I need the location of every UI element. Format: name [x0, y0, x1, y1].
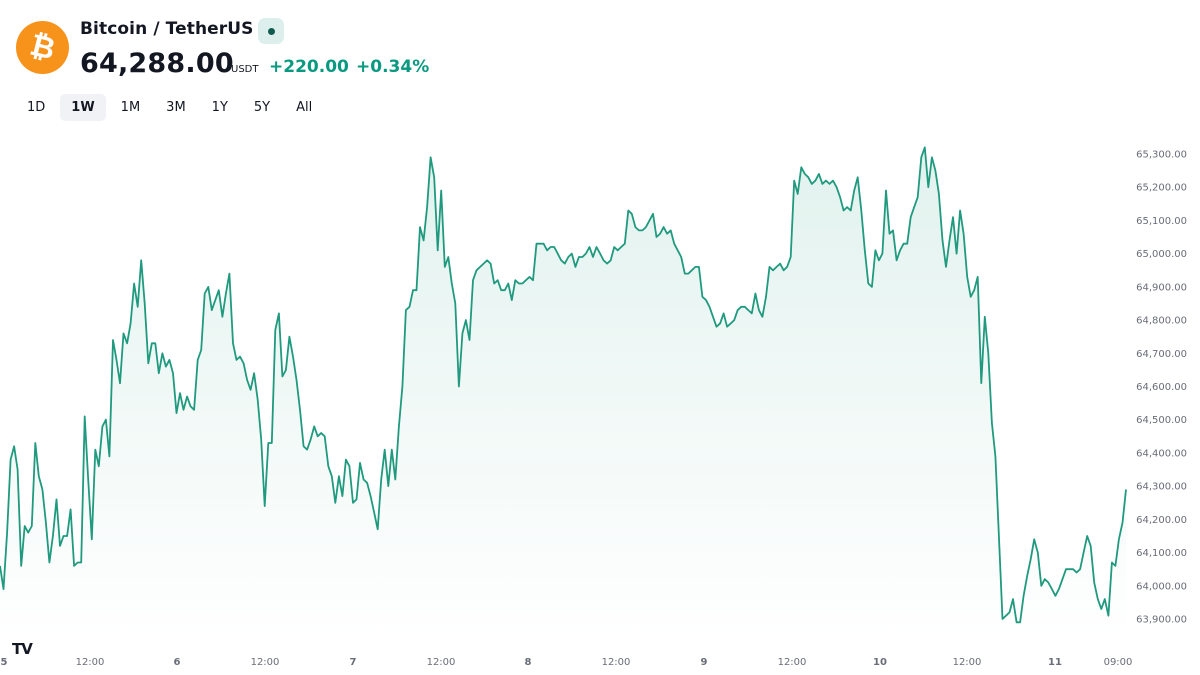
y-tick-label: 64,400.00: [1136, 448, 1187, 459]
y-tick-label: 64,000.00: [1136, 581, 1187, 592]
price-area-chart[interactable]: 63,900.00 64,000.00 64,100.00 64,200.00 64,3…: [0, 130, 1200, 675]
symbol-header: ₿ Bitcoin / TetherUS 64,288.00 USDT +220…: [0, 0, 1200, 90]
last-price: 64,288.00: [80, 48, 234, 79]
time-range-selector: 1D 1W 1M 3M 1Y 5Y All: [16, 94, 323, 121]
x-tick-label: 12:00: [778, 657, 807, 668]
x-tick-label: 10: [873, 657, 887, 668]
bitcoin-logo-icon: ₿: [16, 21, 69, 74]
range-tab-5y[interactable]: 5Y: [253, 100, 271, 115]
price-change-absolute: +220.00: [269, 57, 349, 77]
range-tab-1y[interactable]: 1Y: [211, 100, 228, 115]
range-tab-3m[interactable]: 3M: [166, 100, 186, 115]
range-tab-1w[interactable]: 1W: [60, 94, 106, 121]
y-tick-label: 64,300.00: [1136, 482, 1187, 493]
x-tick-label: 09:00: [1104, 657, 1133, 668]
y-tick-label: 64,200.00: [1136, 515, 1187, 526]
y-tick-label: 63,900.00: [1136, 615, 1187, 626]
x-tick-label: 12:00: [427, 657, 456, 668]
y-tick-label: 64,100.00: [1136, 548, 1187, 559]
x-tick-label: 9: [701, 657, 708, 668]
y-tick-label: 65,300.00: [1136, 150, 1187, 161]
x-tick-label: 12:00: [251, 657, 280, 668]
y-tick-label: 65,100.00: [1136, 216, 1187, 227]
y-tick-label: 65,200.00: [1136, 183, 1187, 194]
y-tick-label: 64,800.00: [1136, 316, 1187, 327]
range-tab-all[interactable]: All: [296, 100, 313, 115]
x-tick-label: 11: [1048, 657, 1062, 668]
x-tick-label: 5: [1, 657, 8, 668]
x-tick-label: 8: [525, 657, 532, 668]
y-tick-label: 64,500.00: [1136, 415, 1187, 426]
price-axis[interactable]: 63,900.00 64,000.00 64,100.00 64,200.00 64,3…: [1136, 150, 1187, 626]
y-tick-label: 64,900.00: [1136, 282, 1187, 293]
x-tick-label: 12:00: [953, 657, 982, 668]
x-tick-label: 12:00: [602, 657, 631, 668]
tradingview-logo-icon[interactable]: TV: [12, 640, 33, 658]
price-line: [0, 146, 1127, 624]
live-dot-icon: [267, 27, 275, 35]
price-change-percent: +0.34%: [356, 57, 430, 77]
y-tick-label: 64,600.00: [1136, 382, 1187, 393]
pair-title[interactable]: Bitcoin / TetherUS: [80, 19, 254, 39]
bitcoin-logo-glyph: ₿: [26, 28, 58, 68]
price-area-fill: [0, 147, 1126, 640]
range-tab-1m[interactable]: 1M: [120, 100, 141, 115]
x-tick-label: 7: [350, 657, 357, 668]
price-currency: USDT: [231, 64, 259, 75]
x-tick-label: 12:00: [76, 657, 105, 668]
y-tick-label: 64,700.00: [1136, 349, 1187, 360]
y-tick-label: 65,000.00: [1136, 249, 1187, 260]
x-tick-label: 6: [174, 657, 181, 668]
range-tab-1d[interactable]: 1D: [27, 100, 46, 115]
time-axis[interactable]: 5 12:00 6 12:00 7 12:00 8 12:00 9 12:00 10 12:00 11 0…: [1, 657, 1133, 668]
live-status-badge[interactable]: [258, 18, 284, 44]
